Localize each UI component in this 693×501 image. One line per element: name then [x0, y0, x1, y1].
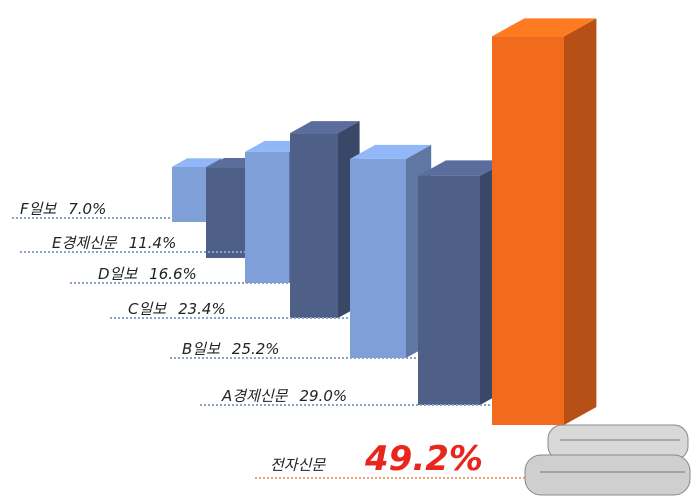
bar-side: [564, 18, 597, 425]
bar: [245, 151, 289, 283]
category-label: A경제신문 29.0%: [221, 387, 347, 405]
category-name: F일보: [20, 200, 57, 218]
category-name: E경제신문: [52, 234, 118, 252]
value-label: 11.4%: [129, 234, 177, 252]
category-name: C일보: [128, 300, 167, 318]
category-name: A경제신문: [221, 387, 289, 405]
category-label: D일보 16.6%: [98, 265, 197, 283]
value-label: 29.0%: [299, 387, 347, 405]
bar: [492, 36, 564, 425]
value-label: 49.2%: [364, 439, 483, 479]
newspapers: [524, 424, 691, 496]
value-label: 23.4%: [178, 300, 226, 318]
value-label: 16.6%: [149, 265, 197, 283]
bar: [206, 167, 246, 258]
bar-top: [172, 158, 222, 167]
bar: [418, 175, 480, 405]
bars: [172, 18, 597, 425]
category-label: E경제신문 11.4%: [52, 234, 176, 252]
category-label: 전자신문: [270, 456, 326, 474]
value-label: 25.2%: [232, 340, 280, 358]
category-label: F일보 7.0%: [20, 200, 106, 218]
value-label: 7.0%: [68, 200, 106, 218]
bar-top: [492, 18, 597, 37]
category-name: D일보: [98, 265, 138, 283]
bar: [290, 133, 338, 318]
bar-top: [290, 121, 360, 134]
category-name: B일보: [182, 340, 221, 358]
category-label: C일보 23.4%: [128, 300, 226, 318]
bar-top: [418, 160, 508, 176]
bar-top: [350, 144, 432, 159]
bar: [172, 166, 206, 222]
category-label: B일보 25.2%: [182, 340, 280, 358]
bar: [350, 158, 406, 358]
